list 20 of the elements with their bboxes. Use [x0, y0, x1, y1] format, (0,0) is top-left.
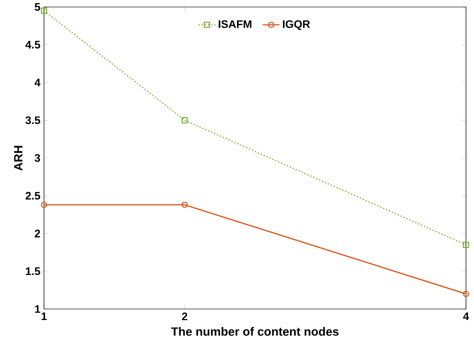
y-tick-label: 3.5 — [25, 116, 40, 124]
y-tick-label: 5 — [34, 3, 40, 11]
y-axis-title: ARH — [14, 146, 22, 171]
y-tick-label: 1.5 — [26, 267, 40, 276]
y-tick-label: 4 — [34, 78, 40, 86]
point — [182, 117, 188, 124]
point — [40, 8, 48, 14]
legend-label: IGQR — [282, 20, 310, 30]
y-tick-label: 2 — [34, 230, 40, 238]
x-tick-label: 1 — [42, 312, 47, 320]
y-tick-label: 2.5 — [26, 192, 40, 200]
x-tick-label: 4 — [463, 312, 469, 320]
y-tick-label: 3 — [34, 154, 40, 162]
point — [462, 242, 470, 248]
y-tick-label: 4.5 — [25, 40, 40, 49]
x-axis-title: The number of content nodes — [171, 327, 339, 336]
legend-label: ISAFM — [218, 20, 252, 28]
x-tick-label: 2 — [182, 312, 188, 320]
y-tick-label: 1 — [35, 305, 40, 313]
point — [182, 202, 188, 208]
